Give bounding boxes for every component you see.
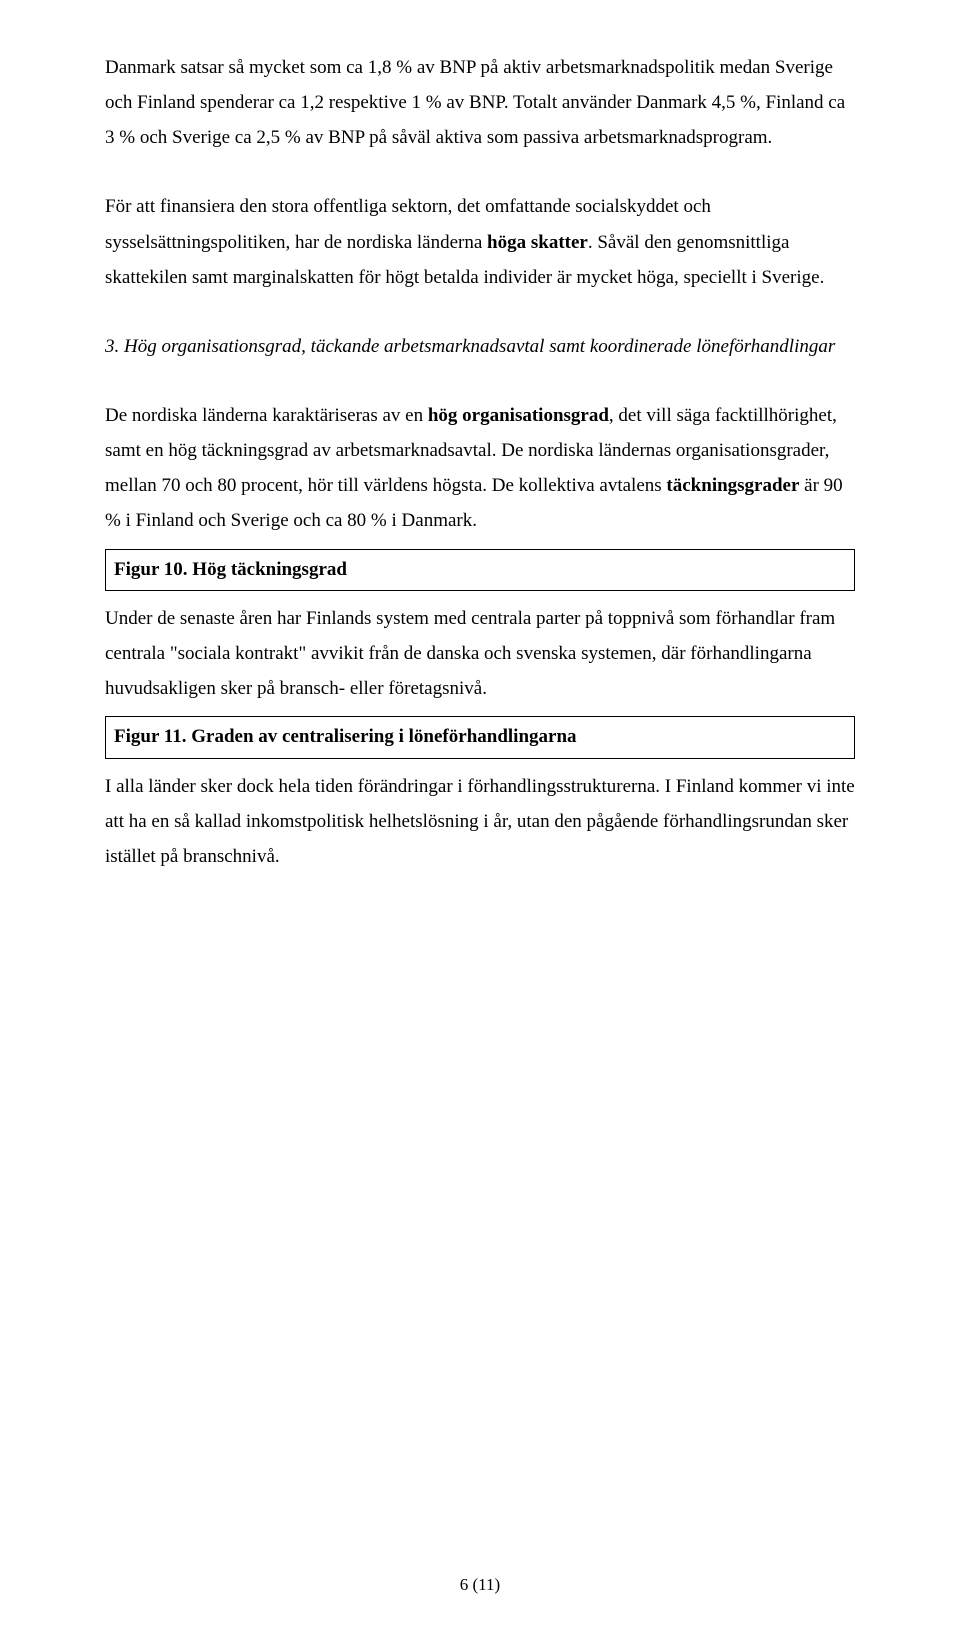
paragraph-5: I alla länder sker dock hela tiden förän…: [105, 769, 855, 874]
paragraph-2-bold: höga skatter: [487, 232, 588, 253]
paragraph-3-bold-1: hög organisationsgrad: [428, 405, 609, 426]
figure-11-box: Figur 11. Graden av centralisering i lön…: [105, 716, 855, 759]
paragraph-4: Under de senaste åren har Finlands syste…: [105, 601, 855, 706]
paragraph-3-text-a: De nordiska länderna karaktäriseras av e…: [105, 405, 428, 426]
section-3-title: 3. Hög organisationsgrad, täckande arbet…: [105, 329, 855, 364]
figure-10-label: Figur 10. Hög täckningsgrad: [114, 556, 846, 585]
figure-10-box: Figur 10. Hög täckningsgrad: [105, 549, 855, 592]
figure-11-label: Figur 11. Graden av centralisering i lön…: [114, 723, 846, 752]
paragraph-3: De nordiska länderna karaktäriseras av e…: [105, 398, 855, 539]
document-page: Danmark satsar så mycket som ca 1,8 % av…: [0, 0, 960, 1625]
paragraph-1: Danmark satsar så mycket som ca 1,8 % av…: [105, 50, 855, 155]
paragraph-2: För att finansiera den stora offentliga …: [105, 189, 855, 294]
paragraph-3-bold-2: täckningsgrader: [666, 475, 799, 496]
page-number: 6 (11): [0, 1575, 960, 1595]
